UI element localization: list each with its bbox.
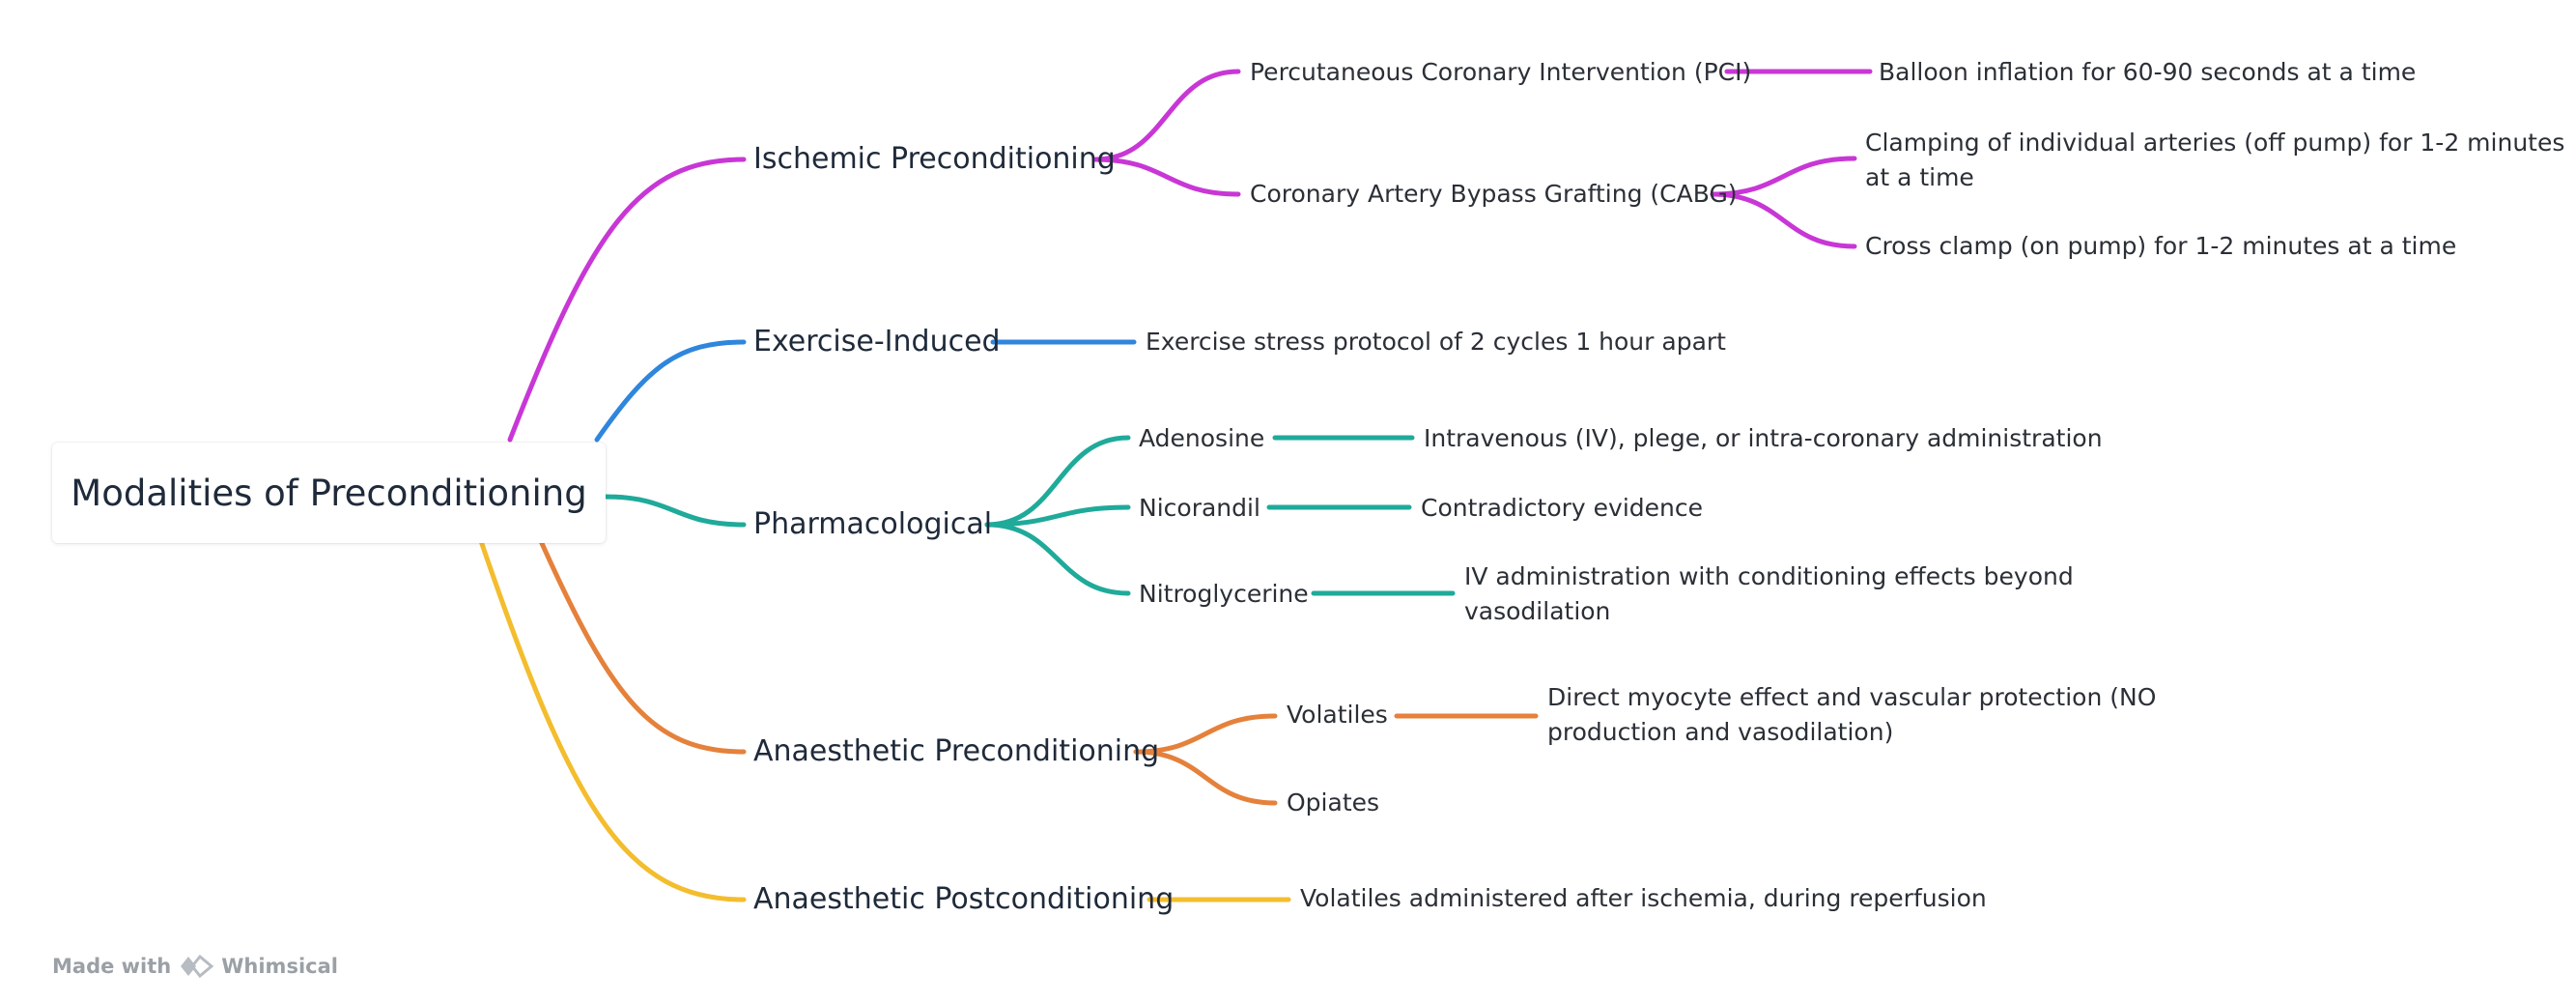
watermark-brand: Whimsical: [221, 955, 338, 978]
node-exercise-protocol[interactable]: Exercise stress protocol of 2 cycles 1 h…: [1146, 328, 1726, 356]
node-volatiles-after-ischemia[interactable]: Volatiles administered after ischemia, d…: [1300, 884, 1987, 912]
whimsical-watermark: Made with Whimsical: [52, 953, 338, 980]
connector-anaesthetic-volatiles: [1133, 713, 1278, 755]
connector-ischemic-pci: [1092, 69, 1241, 162]
connector-pharm-adenosine: [984, 435, 1131, 528]
watermark-prefix: Made with: [52, 955, 172, 978]
node-nitroglycerine[interactable]: Nitroglycerine: [1139, 580, 1309, 608]
root-label: Modalities of Preconditioning: [71, 472, 587, 514]
connector-pharm-nitroglycerine: [984, 522, 1131, 596]
node-cabg[interactable]: Coronary Artery Bypass Grafting (CABG): [1250, 180, 1738, 208]
node-pci-balloon[interactable]: Balloon inflation for 60-90 seconds at a…: [1879, 58, 2417, 86]
node-nitroglycerine-admin[interactable]: IV administration with conditioning effe…: [1464, 562, 2074, 626]
connector-pharm-nicorandil: [984, 504, 1131, 528]
connector-cabg-off-pump: [1710, 156, 1857, 197]
branch-anaesthetic-preconditioning[interactable]: Anaesthetic Preconditioning: [753, 734, 1160, 768]
connector-root-exercise: [594, 339, 747, 443]
connector-root-ischemic: [507, 157, 747, 443]
branch-exercise-induced[interactable]: Exercise-Induced: [753, 325, 1001, 358]
root-node[interactable]: Modalities of Preconditioning: [52, 443, 606, 543]
node-adenosine-admin[interactable]: Intravenous (IV), plege, or intra-corona…: [1424, 424, 2103, 452]
node-volatiles-effect[interactable]: Direct myocyte effect and vascular prote…: [1547, 683, 2157, 747]
node-nicorandil-evidence[interactable]: Contradictory evidence: [1421, 494, 1704, 522]
branch-ischemic-preconditioning[interactable]: Ischemic Preconditioning: [753, 142, 1116, 176]
node-pci[interactable]: Percutaneous Coronary Intervention (PCI): [1250, 58, 1752, 86]
node-nicorandil[interactable]: Nicorandil: [1139, 494, 1260, 522]
connector-anaesthetic-opiates: [1133, 749, 1278, 806]
connector-root-anaesthetic-post: [478, 538, 747, 903]
connector-root-pharmacological: [602, 494, 747, 528]
connector-ischemic-cabg: [1092, 157, 1241, 197]
node-cabg-on-pump[interactable]: Cross clamp (on pump) for 1-2 minutes at…: [1865, 232, 2457, 260]
connector-root-anaesthetic-pre: [538, 538, 747, 755]
branch-pharmacological[interactable]: Pharmacological: [753, 507, 993, 541]
node-adenosine[interactable]: Adenosine: [1139, 424, 1265, 452]
branch-anaesthetic-postconditioning[interactable]: Anaesthetic Postconditioning: [753, 882, 1175, 916]
node-opiates[interactable]: Opiates: [1287, 788, 1380, 817]
node-cabg-off-pump[interactable]: Clamping of individual arteries (off pum…: [1865, 129, 2565, 192]
node-volatiles[interactable]: Volatiles: [1287, 701, 1388, 729]
whimsical-logo-icon: [181, 954, 214, 979]
connector-cabg-on-pump: [1710, 191, 1857, 249]
